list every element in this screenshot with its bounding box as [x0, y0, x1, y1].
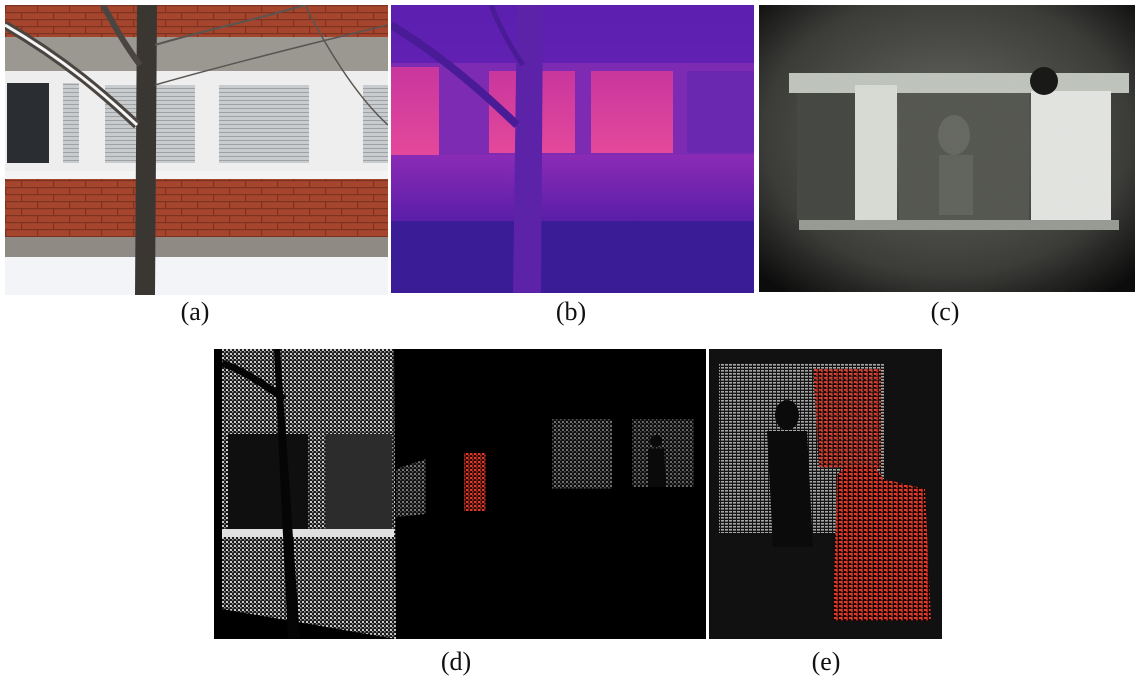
caption-c: (c)	[930, 297, 960, 326]
caption-d: (d)	[440, 647, 472, 676]
caption-e: (e)	[811, 647, 841, 676]
panel-a-visible-photo	[5, 5, 388, 295]
panel-c-nir-image	[759, 5, 1135, 292]
caption-a: (a)	[180, 297, 210, 326]
caption-b: (b)	[555, 297, 587, 326]
panel-d-point-cloud	[214, 349, 706, 639]
panel-b-thermal-image	[391, 5, 754, 293]
panel-e-point-cloud-closeup	[709, 349, 942, 639]
